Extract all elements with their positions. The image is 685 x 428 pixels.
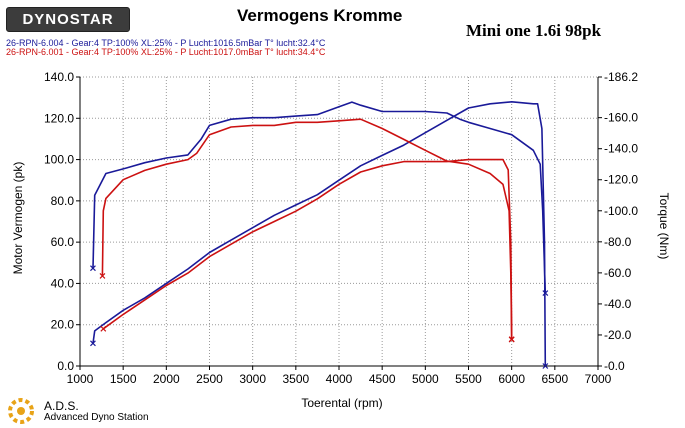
y2-tick-label: -60.0 xyxy=(604,266,632,280)
dynostar-logo: DYNOSTAR xyxy=(6,7,130,32)
x-tick-label: 4000 xyxy=(326,372,353,386)
y2-tick-label: -80.0 xyxy=(604,235,632,249)
point-marker xyxy=(542,363,549,369)
vehicle-label: Mini one 1.6i 98pk xyxy=(466,21,602,40)
x-tick-label: 7000 xyxy=(585,372,612,386)
footer-name: A.D.S. xyxy=(44,399,79,413)
ads-logo-icon xyxy=(8,398,34,424)
footer-description: Advanced Dyno Station xyxy=(44,412,149,423)
y-tick-label: 80.0 xyxy=(51,194,75,208)
point-marker xyxy=(542,290,549,296)
x-tick-label: 5500 xyxy=(455,372,482,386)
point-marker xyxy=(100,325,107,332)
y2-axis-label: Torque (Nm) xyxy=(657,193,671,260)
y-tick-label: 40.0 xyxy=(51,276,75,290)
y-tick-label: 0.0 xyxy=(57,359,74,373)
chart-tick-labels: 0.0 20.0 40.0 60.0 80.0 100.0 120.0 140.0 1000 15… xyxy=(44,70,638,386)
x-tick-label: 4500 xyxy=(369,372,396,386)
y-axis-label: Motor Vermogen (pk) xyxy=(11,162,25,275)
point-marker xyxy=(90,340,96,347)
y2-tick-label: -0.0 xyxy=(604,359,625,373)
chart-title: Vermogens Kromme xyxy=(237,6,403,25)
y-tick-label: 60.0 xyxy=(51,235,75,249)
y-tick-label: 140.0 xyxy=(44,70,74,84)
power-line-26-RPN-6.001 xyxy=(102,158,513,340)
run-info-1: 26-RPN-6.004 - Gear:4 TP:100% XL:25% - P… xyxy=(6,38,326,48)
torque-line-26-RPN-6.001 xyxy=(101,118,513,340)
footer: A.D.S. Advanced Dyno Station xyxy=(4,396,204,426)
x-tick-label: 6500 xyxy=(541,372,568,386)
x-tick-label: 6000 xyxy=(498,372,525,386)
y2-tick-label: -160.0 xyxy=(604,111,638,125)
run-info-2: 26-RPN-6.001 - Gear:4 TP:100% XL:25% - P… xyxy=(6,47,326,57)
chart-lines xyxy=(90,101,549,369)
y2-tick-label: -20.0 xyxy=(604,328,632,342)
point-marker xyxy=(90,265,96,272)
x-tick-label: 1000 xyxy=(67,372,94,386)
x-tick-label: 5000 xyxy=(412,372,439,386)
power-line-26-RPN-6.004 xyxy=(92,101,547,367)
x-tick-label: 3000 xyxy=(239,372,266,386)
x-tick-label: 2000 xyxy=(153,372,180,386)
y2-tick-label: -186.2 xyxy=(604,70,638,84)
y2-tick-label: -100.0 xyxy=(604,204,638,218)
torque-line-26-RPN-6.004 xyxy=(92,101,547,294)
point-marker xyxy=(99,273,106,279)
y2-tick-label: -140.0 xyxy=(604,142,638,156)
y-tick-label: 20.0 xyxy=(51,318,75,332)
x-tick-label: 3500 xyxy=(282,372,309,386)
x-axis-label: Toerental (rpm) xyxy=(301,396,382,410)
y2-tick-label: -120.0 xyxy=(604,173,638,187)
y2-tick-label: -40.0 xyxy=(604,297,632,311)
x-tick-label: 2500 xyxy=(196,372,223,386)
x-tick-label: 1500 xyxy=(110,372,137,386)
logo-text: DYNOSTAR xyxy=(6,7,130,32)
chart-axes xyxy=(76,76,602,370)
y-tick-label: 120.0 xyxy=(44,111,74,125)
point-marker xyxy=(508,336,515,343)
y-tick-label: 100.0 xyxy=(44,153,74,167)
